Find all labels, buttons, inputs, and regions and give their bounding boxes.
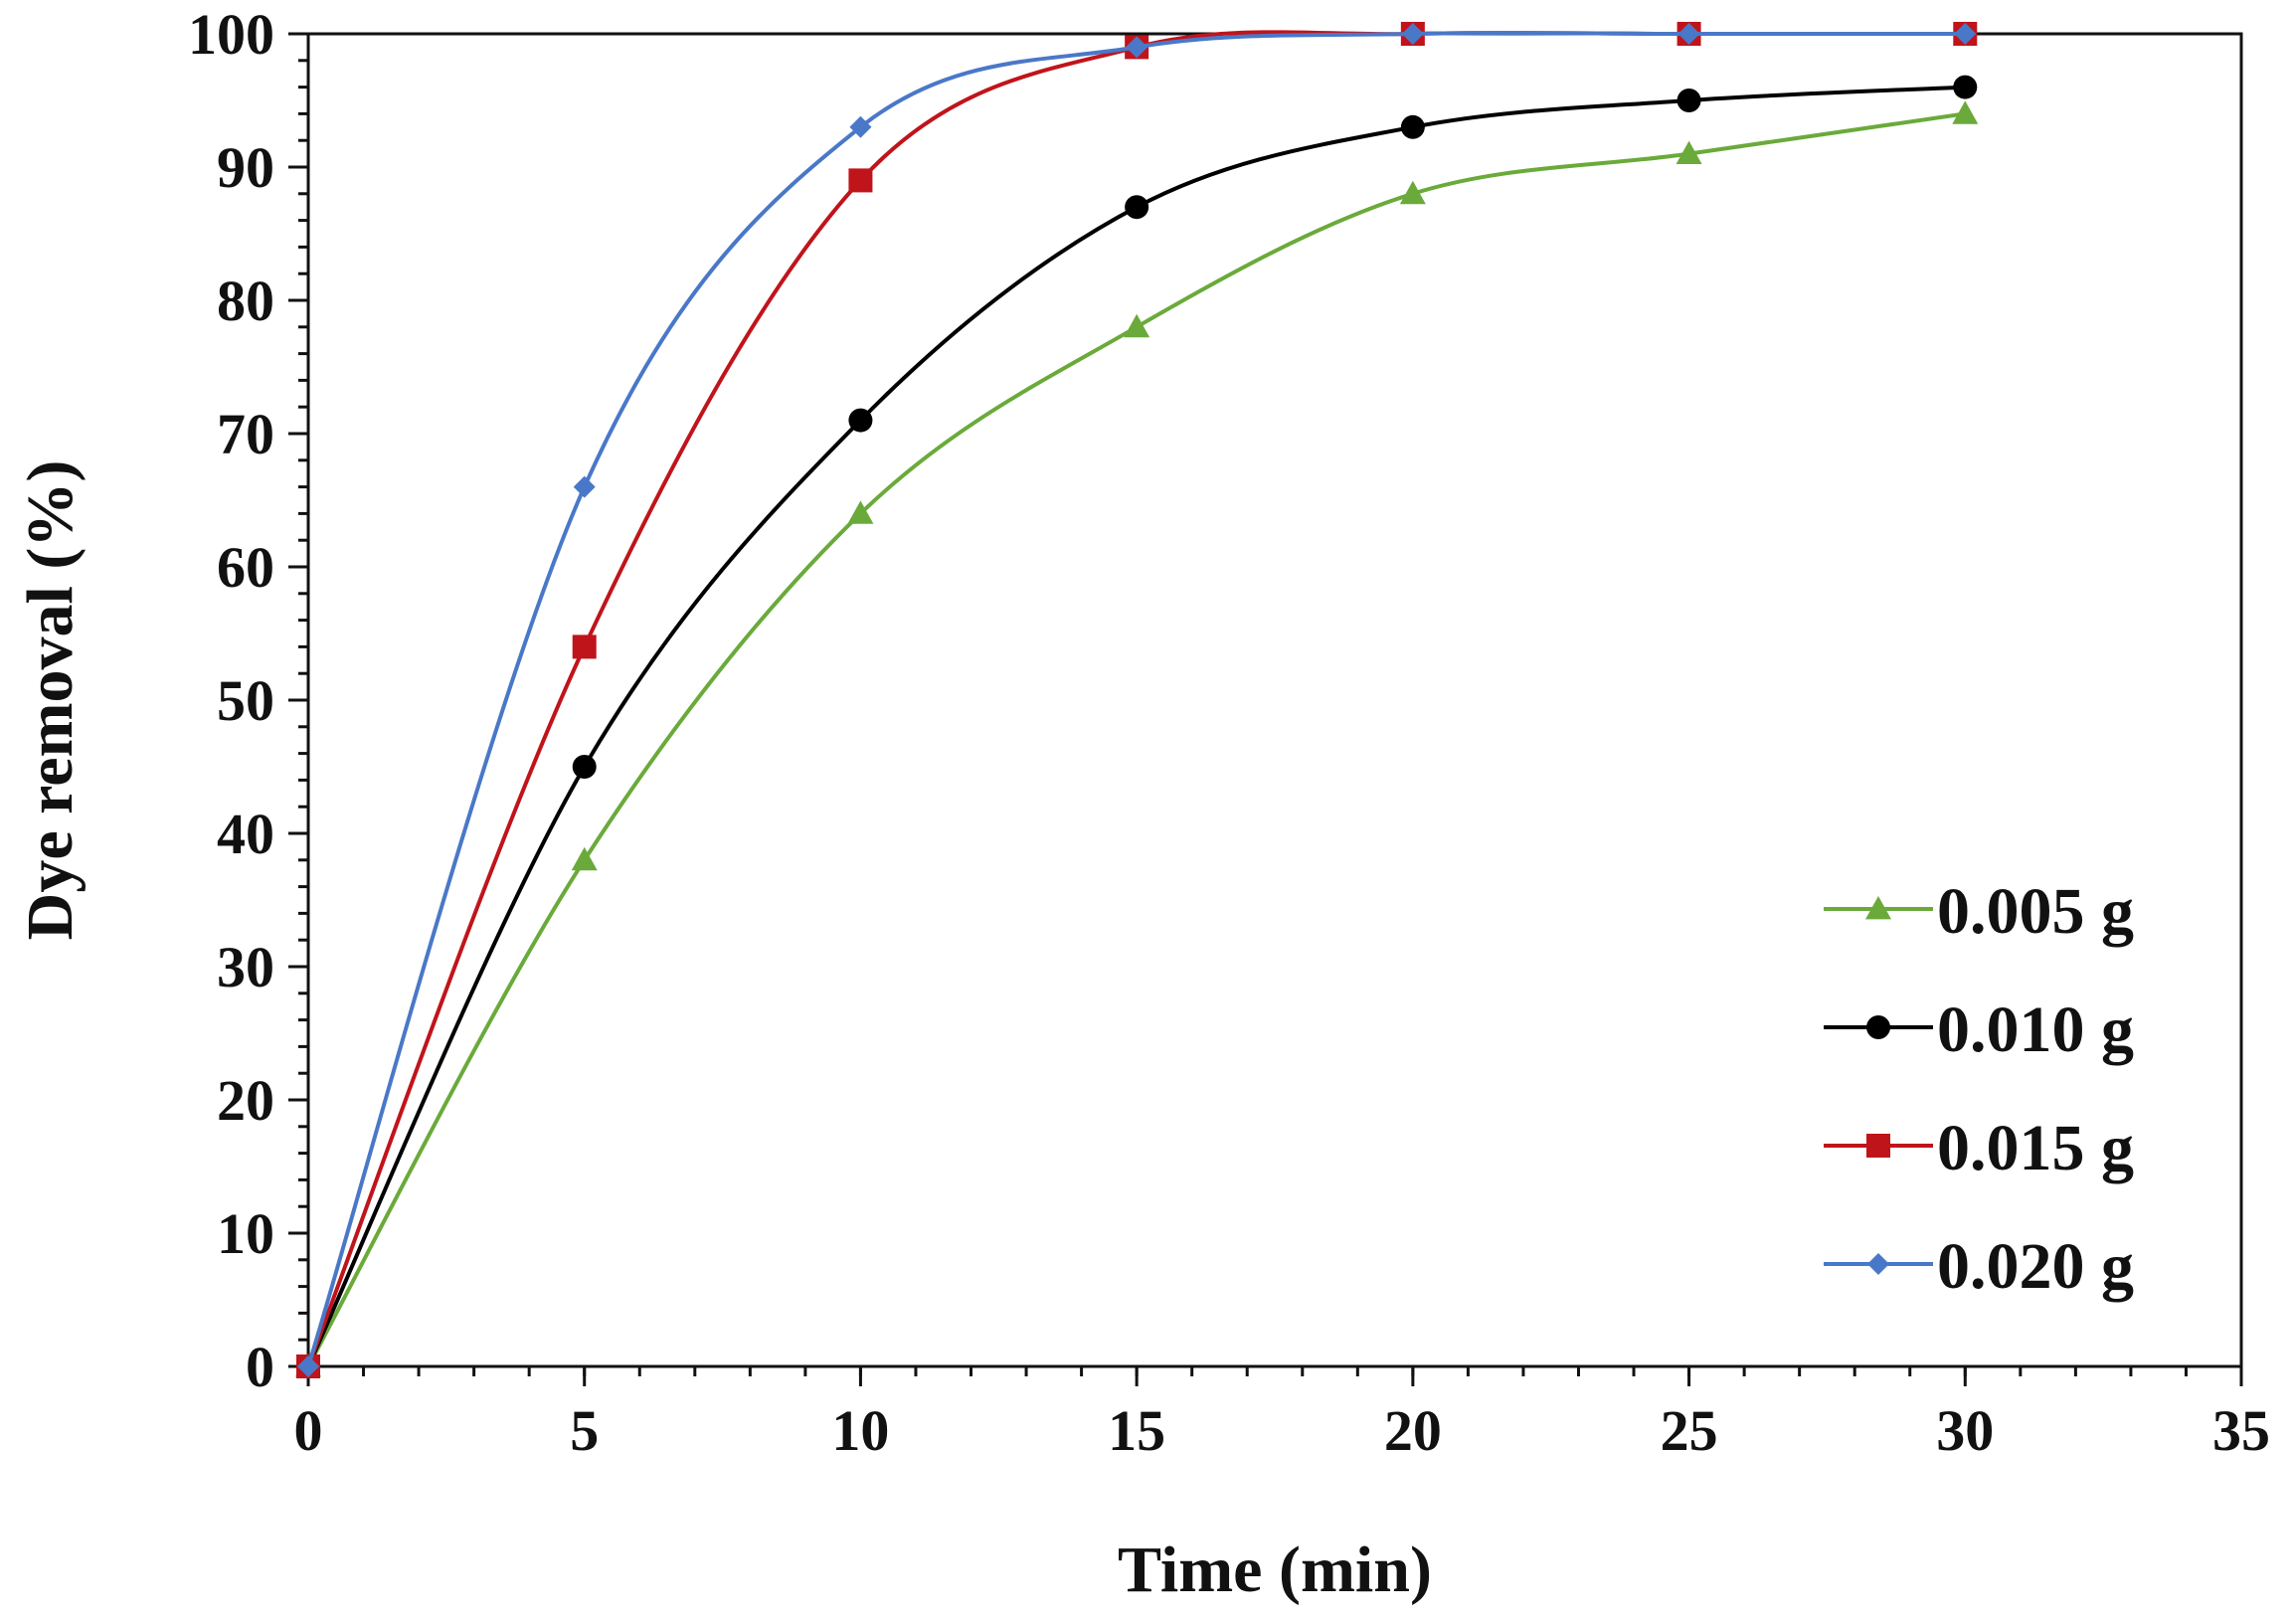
data-point-0-010-g (1676, 89, 1701, 112)
data-point-0-010-g (1125, 195, 1149, 220)
data-point-0-020-g (573, 475, 596, 498)
series-line-0-010-g (306, 85, 1966, 1367)
data-point-0-020-g (297, 1355, 319, 1377)
y-tick-label: 50 (217, 668, 274, 733)
x-tick-label: 30 (1936, 1398, 1994, 1463)
data-point-0-005-g (1952, 100, 1979, 124)
data-point-0-010-g (1953, 75, 1978, 99)
legend-marker (1866, 1015, 1890, 1039)
data-point-0-005-g (571, 846, 598, 871)
axes-layer: 0 5 10 15 20 25 30 35 0 10 20 30 40 50 60 70 80 90 100 (188, 2, 2270, 1463)
legend-item-0-010-g: 0.010 g (1824, 993, 2134, 1066)
series-line-0-020-g (306, 31, 1966, 1367)
y-tick-label: 100 (188, 2, 274, 67)
data-point-0-020-g (1126, 36, 1148, 59)
y-tick-label: 20 (217, 1068, 274, 1133)
x-tick-label: 20 (1384, 1398, 1442, 1463)
legend-marker (1867, 1253, 1889, 1275)
data-point-0-015-g (572, 634, 597, 659)
y-tick-label: 60 (217, 535, 274, 600)
x-tick-label: 15 (1108, 1398, 1165, 1463)
y-tick-label: 0 (246, 1335, 274, 1399)
legend-marker (1865, 896, 1891, 920)
legend: 0.005 g 0.010 g 0.015 g 0.020 g (1824, 875, 2134, 1303)
y-axis-title: Dye removal (%) (14, 460, 87, 941)
data-point-0-020-g (1954, 23, 1977, 45)
data-point-0-005-g (847, 500, 874, 524)
legend-item-0-005-g: 0.005 g (1824, 875, 2134, 948)
x-tick-label: 25 (1661, 1398, 1718, 1463)
data-point-0-020-g (1677, 23, 1700, 45)
data-point-0-020-g (849, 115, 872, 138)
data-point-0-010-g (572, 755, 597, 779)
data-point-0-010-g (1400, 114, 1425, 139)
data-point-0-020-g (1401, 23, 1424, 45)
data-point-0-005-g (1676, 140, 1702, 164)
x-tick-label: 5 (570, 1398, 599, 1463)
series-0-020-g (297, 23, 1977, 1377)
x-tick-label: 10 (831, 1398, 889, 1463)
y-tick-label: 80 (217, 269, 274, 333)
data-point-0-010-g (848, 408, 873, 433)
legend-label: 0.005 g (1937, 875, 2134, 948)
legend-item-0-020-g: 0.020 g (1824, 1230, 2134, 1303)
data-point-0-005-g (1399, 180, 1426, 205)
data-point-0-005-g (1124, 313, 1150, 338)
series-line-0-015-g (306, 30, 1966, 1367)
y-tick-label: 40 (217, 802, 274, 866)
legend-label: 0.015 g (1937, 1112, 2134, 1184)
series-0-005-g (295, 100, 1979, 1377)
y-tick-label: 90 (217, 135, 274, 200)
y-tick-label: 10 (217, 1201, 274, 1266)
y-tick-label: 30 (217, 935, 274, 999)
data-point-0-015-g (848, 168, 873, 193)
legend-label: 0.010 g (1937, 993, 2134, 1066)
series-line-0-005-g (306, 111, 1966, 1367)
x-tick-label: 35 (2212, 1398, 2270, 1463)
legend-label: 0.020 g (1937, 1230, 2134, 1303)
y-tick-label: 70 (217, 402, 274, 466)
x-axis-title: Time (min) (1118, 1534, 1432, 1606)
legend-marker (1866, 1134, 1890, 1158)
series-0-015-g (296, 22, 1978, 1378)
legend-item-0-015-g: 0.015 g (1824, 1112, 2134, 1184)
series-layer (295, 22, 1979, 1378)
x-tick-label: 0 (294, 1398, 323, 1463)
